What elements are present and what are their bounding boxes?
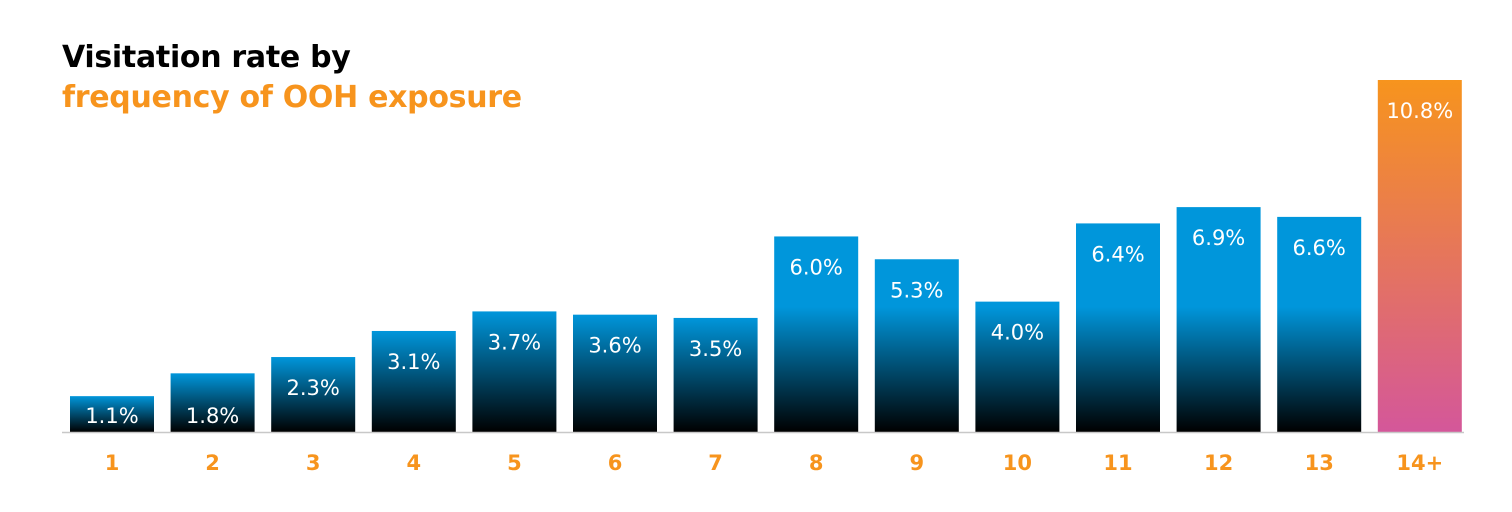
- bar-value-label: 3.1%: [387, 350, 440, 374]
- category-label: 3: [306, 451, 321, 475]
- bar-2: [170, 373, 255, 432]
- category-label: 7: [708, 451, 723, 475]
- category-label: 6: [608, 451, 623, 475]
- bar-10: [975, 301, 1060, 432]
- bar-4: [371, 330, 456, 432]
- bar-12: [1176, 207, 1261, 432]
- category-label: 1: [105, 451, 120, 475]
- category-label: 13: [1305, 451, 1334, 475]
- bar-value-label: 3.7%: [488, 330, 541, 354]
- bar-value-label: 1.1%: [85, 404, 138, 428]
- bar-value-label: 6.6%: [1293, 236, 1346, 260]
- bar-14+: [1377, 80, 1462, 432]
- bar-11: [1076, 223, 1160, 432]
- bar-value-label: 2.3%: [287, 376, 340, 400]
- bar-13: [1277, 216, 1362, 432]
- bars-group: 1.1% 1.8% 2.3% 3.1% 3.7% 3.6% 3.5% 6.0% 5.3% 4.0%…: [70, 80, 1462, 432]
- bar-value-label: 5.3%: [890, 278, 943, 302]
- bar-3: [271, 357, 356, 432]
- bar-1: [70, 396, 154, 432]
- bar-7: [673, 317, 758, 432]
- category-label: 11: [1103, 451, 1132, 475]
- bar-value-label: 4.0%: [991, 321, 1044, 345]
- category-label: 12: [1204, 451, 1233, 475]
- category-label: 2: [205, 451, 220, 475]
- bar-value-label: 1.8%: [186, 404, 239, 428]
- bar-value-label: 6.9%: [1192, 226, 1245, 250]
- bar-9: [874, 259, 959, 432]
- chart-title-line2: frequency of OOH exposure: [62, 80, 522, 115]
- category-label: 9: [909, 451, 924, 475]
- category-label: 14+: [1396, 451, 1443, 475]
- category-label: 5: [507, 451, 522, 475]
- category-label: 4: [406, 451, 421, 475]
- bar-value-label: 6.4%: [1091, 242, 1144, 266]
- category-labels-group: 1 2 3 4 5 6 7 8 9 10 11 12 13 14+: [105, 451, 1444, 475]
- bar-value-label: 10.8%: [1386, 99, 1453, 123]
- bar-6: [573, 314, 657, 432]
- bar-8: [774, 236, 859, 432]
- category-label: 10: [1003, 451, 1032, 475]
- bar-value-label: 3.6%: [588, 334, 641, 358]
- bar-5: [472, 311, 557, 432]
- category-label: 8: [809, 451, 824, 475]
- chart-title: Visitation rate by frequency of OOH expo…: [62, 38, 522, 118]
- bar-value-label: 6.0%: [790, 255, 843, 279]
- bar-value-label: 3.5%: [689, 337, 742, 361]
- chart-title-line1: Visitation rate by: [62, 40, 351, 75]
